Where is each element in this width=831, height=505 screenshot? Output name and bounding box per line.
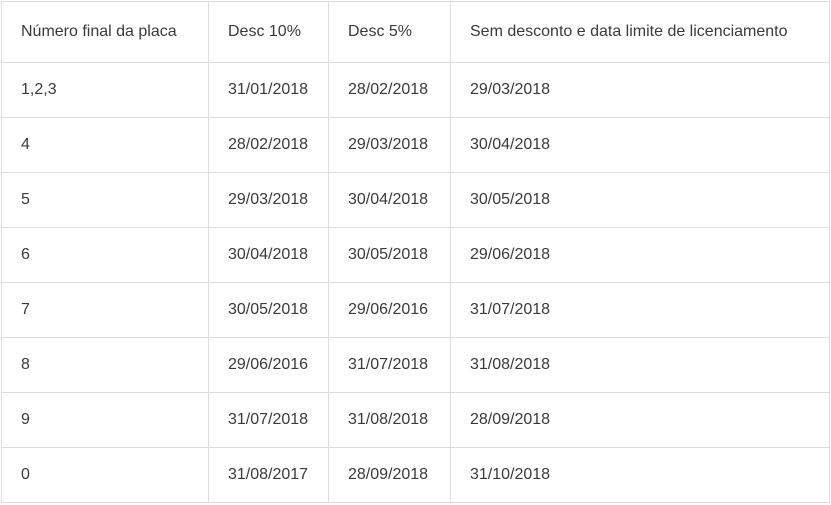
cell-discount-10-date: 29/03/2018 — [208, 172, 329, 228]
cell-discount-5-date: 29/03/2018 — [328, 117, 451, 173]
cell-plate-number: 6 — [1, 227, 209, 283]
cell-discount-5-date: 31/08/2018 — [328, 392, 451, 448]
cell-deadline-date: 29/03/2018 — [450, 62, 830, 118]
cell-discount-5-date: 30/04/2018 — [328, 172, 451, 228]
table-row: 9 31/07/2018 31/08/2018 28/09/2018 — [1, 392, 830, 448]
cell-discount-5-date: 29/06/2016 — [328, 282, 451, 338]
cell-plate-number: 9 — [1, 392, 209, 448]
cell-deadline-date: 30/04/2018 — [450, 117, 830, 173]
cell-deadline-date: 29/06/2018 — [450, 227, 830, 283]
cell-discount-5-date: 31/07/2018 — [328, 337, 451, 393]
cell-discount-10-date: 31/07/2018 — [208, 392, 329, 448]
column-header-discount-5: Desc 5% — [328, 1, 451, 63]
cell-discount-5-date: 28/09/2018 — [328, 447, 451, 503]
cell-deadline-date: 31/10/2018 — [450, 447, 830, 503]
cell-discount-10-date: 31/01/2018 — [208, 62, 329, 118]
cell-plate-number: 5 — [1, 172, 209, 228]
column-header-discount-10: Desc 10% — [208, 1, 329, 63]
header-row: Número final da placa Desc 10% Desc 5% S… — [1, 1, 830, 63]
table-row: 1,2,3 31/01/2018 28/02/2018 29/03/2018 — [1, 62, 830, 118]
column-header-no-discount-deadline: Sem desconto e data limite de licenciame… — [450, 1, 830, 63]
cell-discount-10-date: 30/05/2018 — [208, 282, 329, 338]
cell-plate-number: 1,2,3 — [1, 62, 209, 118]
cell-deadline-date: 30/05/2018 — [450, 172, 830, 228]
cell-discount-10-date: 28/02/2018 — [208, 117, 329, 173]
cell-deadline-date: 28/09/2018 — [450, 392, 830, 448]
cell-plate-number: 0 — [1, 447, 209, 503]
cell-discount-10-date: 29/06/2016 — [208, 337, 329, 393]
cell-deadline-date: 31/08/2018 — [450, 337, 830, 393]
cell-plate-number: 4 — [1, 117, 209, 173]
table-row: 0 31/08/2017 28/09/2018 31/10/2018 — [1, 447, 830, 503]
cell-discount-10-date: 30/04/2018 — [208, 227, 329, 283]
table-row: 5 29/03/2018 30/04/2018 30/05/2018 — [1, 172, 830, 228]
cell-discount-10-date: 31/08/2017 — [208, 447, 329, 503]
table-row: 8 29/06/2016 31/07/2018 31/08/2018 — [1, 337, 830, 393]
table-row: 6 30/04/2018 30/05/2018 29/06/2018 — [1, 227, 830, 283]
cell-plate-number: 8 — [1, 337, 209, 393]
table-row: 7 30/05/2018 29/06/2016 31/07/2018 — [1, 282, 830, 338]
column-header-plate-final-number: Número final da placa — [1, 1, 209, 63]
cell-plate-number: 7 — [1, 282, 209, 338]
table-row: 4 28/02/2018 29/03/2018 30/04/2018 — [1, 117, 830, 173]
cell-deadline-date: 31/07/2018 — [450, 282, 830, 338]
cell-discount-5-date: 30/05/2018 — [328, 227, 451, 283]
cell-discount-5-date: 28/02/2018 — [328, 62, 451, 118]
